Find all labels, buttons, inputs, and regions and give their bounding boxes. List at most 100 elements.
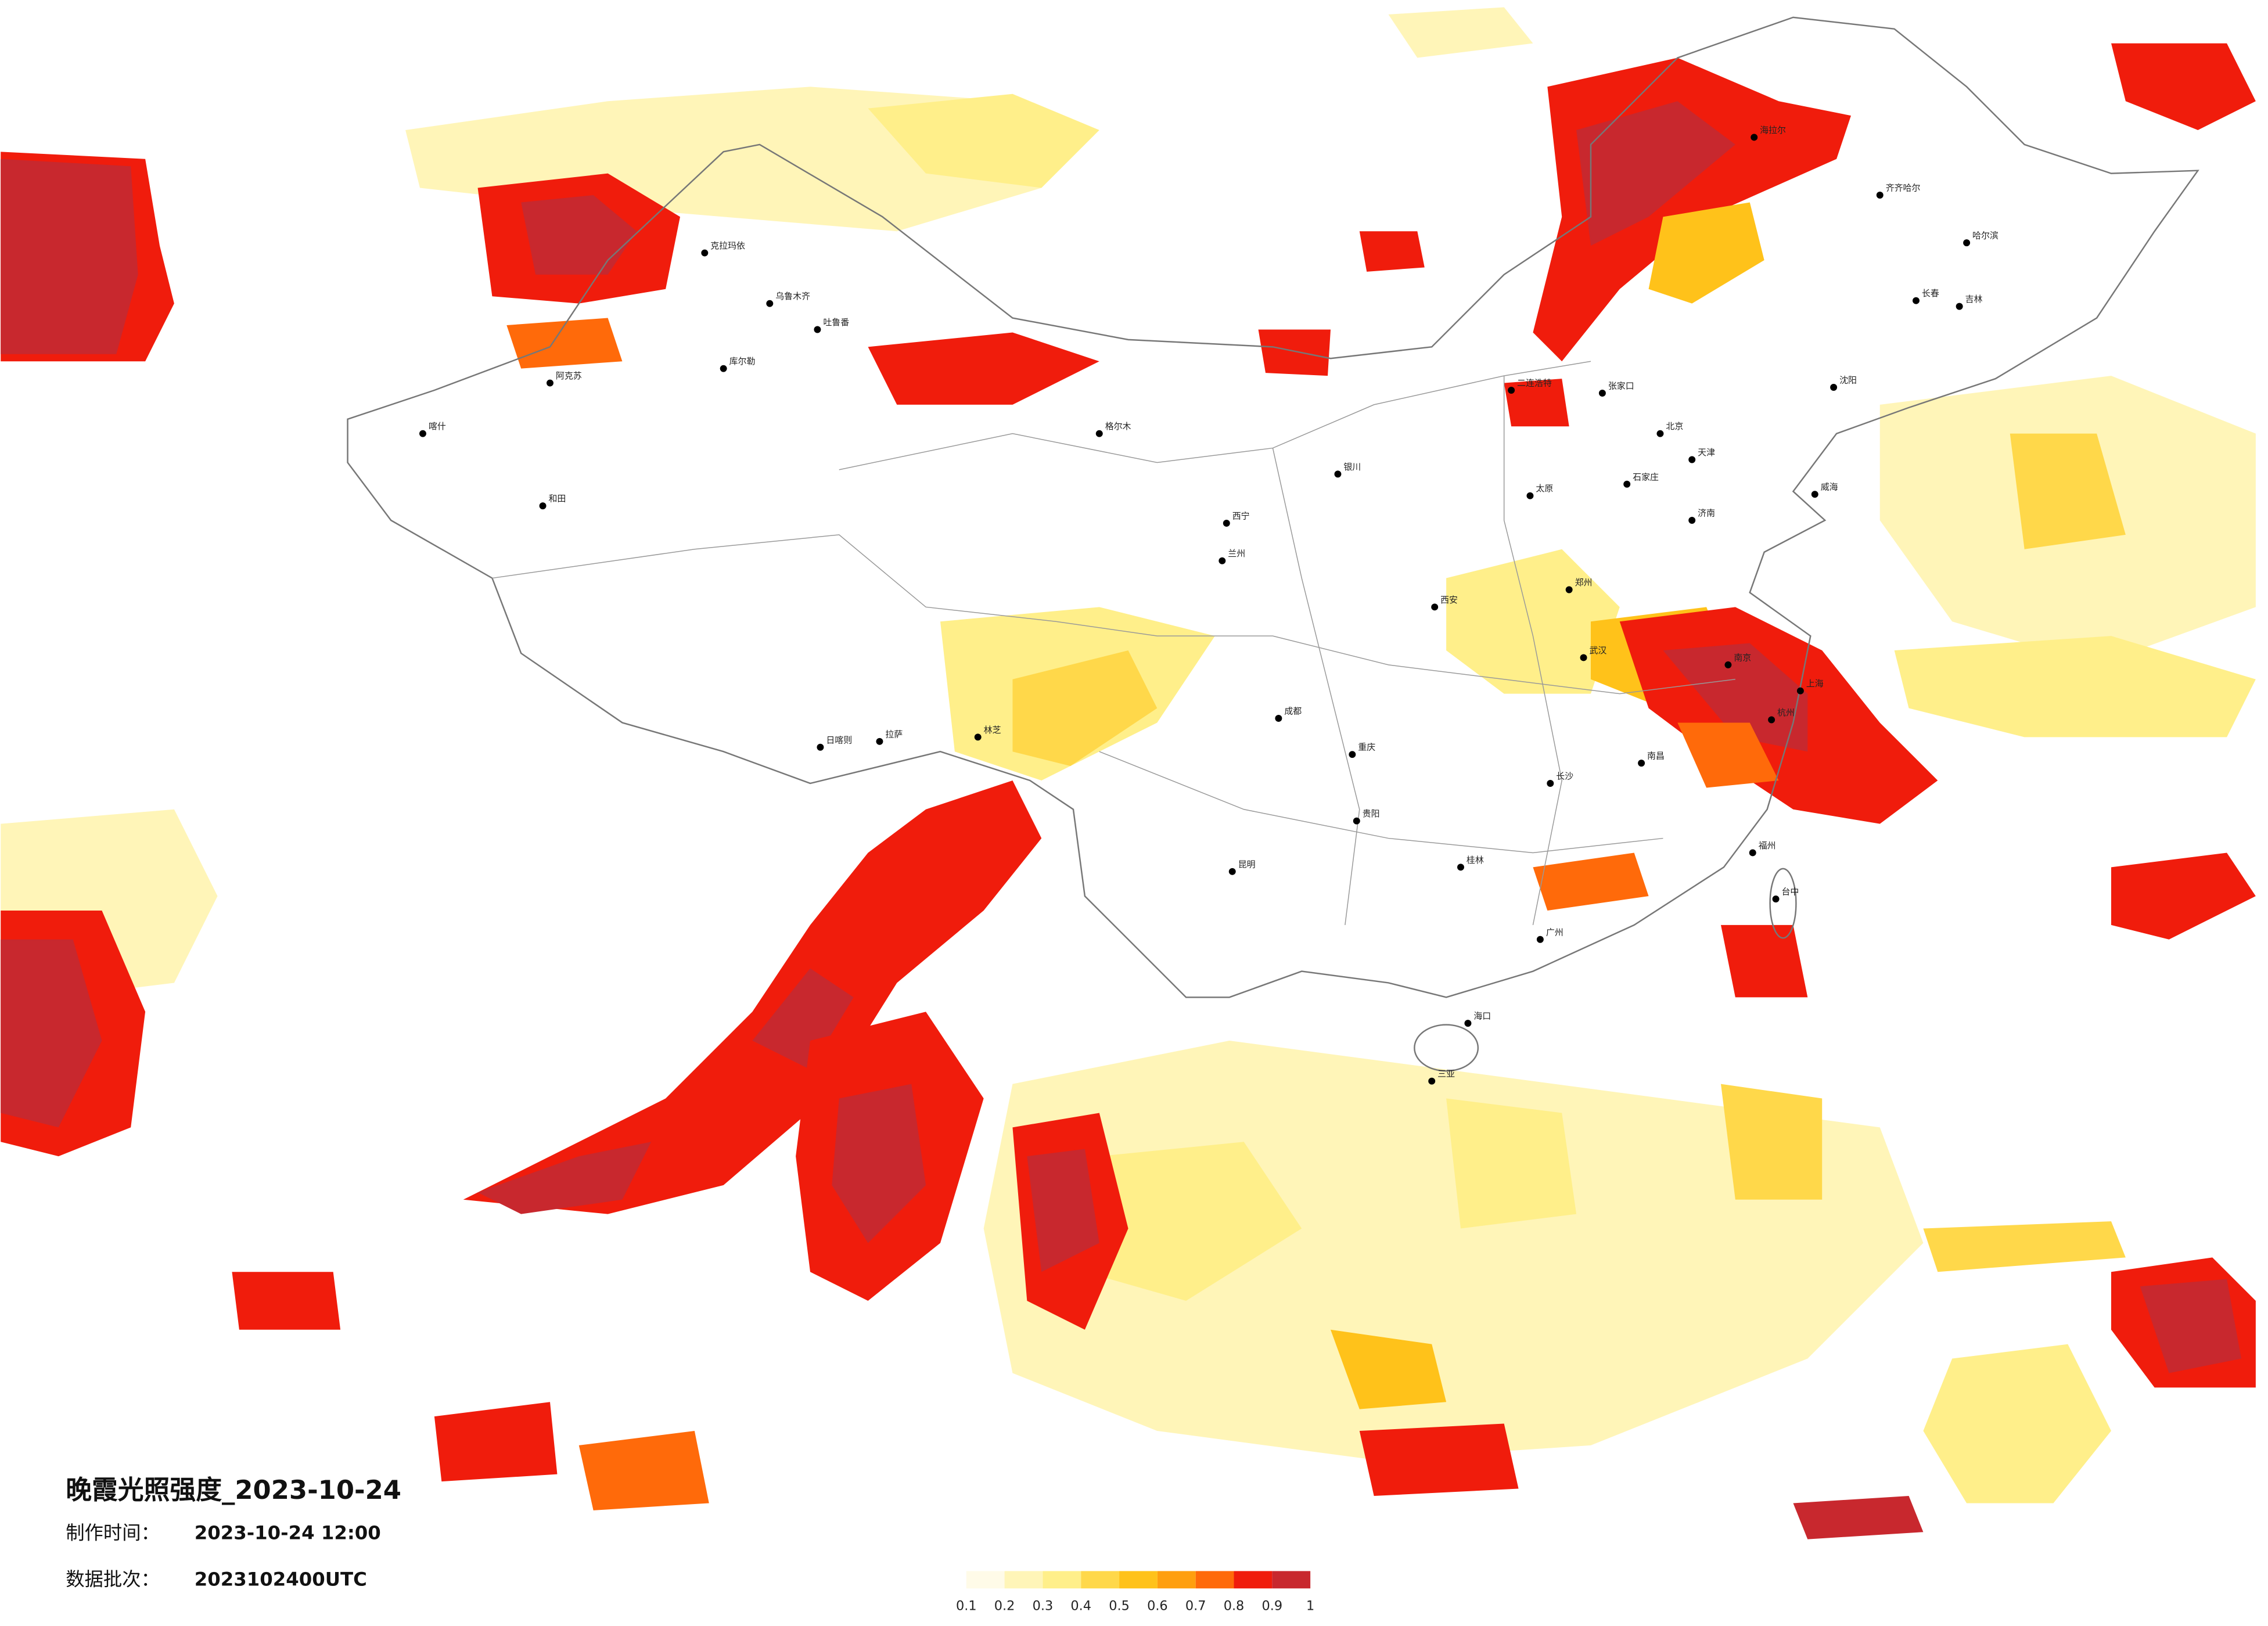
intensity-area [1446, 549, 1620, 694]
intensity-area [1388, 7, 1533, 58]
city-label: 克拉玛依 [710, 240, 745, 251]
city-dot [1508, 387, 1515, 394]
city-dot [1913, 297, 1920, 304]
city-dot [1956, 303, 1963, 310]
city-dot [1223, 520, 1230, 527]
intensity-area [1359, 1423, 1519, 1496]
intensity-area [578, 1431, 709, 1510]
city-dot [1547, 780, 1554, 787]
city-dot [1428, 1077, 1436, 1085]
city-label: 喀什 [429, 421, 446, 431]
city-dot [1095, 430, 1103, 437]
intensity-area [868, 93, 1099, 188]
city-label: 和田 [549, 494, 566, 504]
intensity-area [832, 1084, 926, 1243]
city-label: 日喀则 [826, 735, 852, 745]
intensity-area [1258, 329, 1331, 376]
intensity-area [232, 1272, 341, 1330]
province-border [1503, 376, 1562, 926]
legend-swatch [1272, 1571, 1311, 1589]
city-label: 天津 [1698, 447, 1715, 458]
city-dot [1656, 430, 1664, 437]
city-label: 杭州 [1777, 707, 1795, 718]
province-border [1099, 751, 1663, 854]
legend-tick-label: 0.1 [956, 1599, 977, 1614]
city-label: 成都 [1284, 706, 1302, 717]
legend-swatch [1234, 1571, 1273, 1589]
intensity-area [1793, 1496, 1924, 1539]
intensity-area [1084, 1142, 1302, 1301]
taiwan [1769, 868, 1797, 939]
city-label: 石家庄 [1633, 472, 1659, 482]
legend: 0.1 0.2 0.3 0.4 0.5 0.6 0.7 0.8 0.9 1 [956, 1571, 1314, 1614]
city-dot [1796, 687, 1804, 695]
city-label: 威海 [1821, 482, 1838, 492]
intensity-area [1504, 379, 1569, 427]
intensity-area [2111, 852, 2256, 940]
legend-tick-label: 0.5 [1109, 1599, 1130, 1614]
intensity-area [1533, 852, 1649, 911]
city-label: 重庆 [1358, 742, 1375, 753]
city-label: 兰州 [1228, 548, 1245, 559]
legend-swatch [1081, 1571, 1120, 1589]
legend-tick-label: 0.2 [994, 1599, 1015, 1614]
city-label: 昆明 [1238, 859, 1256, 869]
city-dot [1768, 716, 1775, 724]
city-dot [419, 430, 426, 437]
city-dot [1464, 1020, 1472, 1027]
legend-tick-label: 0.9 [1262, 1599, 1283, 1614]
intensity-area [1, 159, 138, 354]
city-dot [1811, 491, 1818, 498]
intensity-area [1359, 231, 1425, 272]
intensity-area [1720, 924, 1808, 998]
city-dot [1580, 654, 1587, 661]
city-dot [1219, 557, 1226, 564]
intensity-area [1446, 1098, 1577, 1229]
city-label: 上海 [1806, 678, 1824, 689]
city-label: 长春 [1922, 288, 1939, 298]
city-label: 三亚 [1437, 1069, 1455, 1079]
city-dot [1724, 661, 1732, 668]
hainan [1414, 1024, 1479, 1072]
city-label: 太原 [1536, 483, 1553, 494]
city-label: 济南 [1698, 508, 1715, 519]
city-label: 乌鲁木齐 [775, 291, 810, 301]
intensity-area [1273, 1272, 1620, 1460]
intensity-area [521, 195, 637, 275]
intensity-area [868, 332, 1099, 405]
city-dot [876, 738, 883, 745]
city-label: 阿克苏 [556, 370, 582, 381]
city-dot [1623, 480, 1631, 488]
city-dot [814, 326, 821, 333]
city-label: 库尔勒 [729, 356, 756, 366]
city-label: 海口 [1473, 1011, 1491, 1021]
legend-swatch [1043, 1571, 1081, 1589]
city-label: 沈阳 [1839, 375, 1857, 386]
intensity-area [1923, 1344, 2111, 1503]
city-dot [1334, 470, 1342, 478]
legend-tick-label: 0.3 [1033, 1599, 1054, 1614]
city-dot [1688, 517, 1696, 524]
city-label: 台中 [1782, 887, 1799, 897]
city-dot [547, 379, 553, 387]
legend-tick-label: 0.6 [1147, 1599, 1168, 1614]
city-dot [701, 249, 709, 257]
city-dot [720, 365, 727, 372]
intensity-area [1677, 722, 1779, 788]
city-label: 哈尔滨 [1972, 231, 1999, 241]
city-dot [1457, 864, 1464, 871]
legend-swatch [1195, 1571, 1234, 1589]
city-label: 拉萨 [885, 729, 903, 739]
city-dot [817, 743, 824, 751]
city-label: 南昌 [1647, 751, 1665, 761]
city-dot [1275, 715, 1282, 722]
city-dot [539, 502, 547, 510]
city-dot [1431, 603, 1439, 611]
country-outline [347, 16, 2199, 998]
intensity-area [1894, 636, 2256, 738]
city-label: 福州 [1759, 840, 1776, 851]
city-dot [1772, 895, 1780, 903]
province-border [492, 534, 1273, 636]
legend-tick-label: 0.4 [1070, 1599, 1091, 1614]
intensity-area [1923, 1221, 2126, 1272]
